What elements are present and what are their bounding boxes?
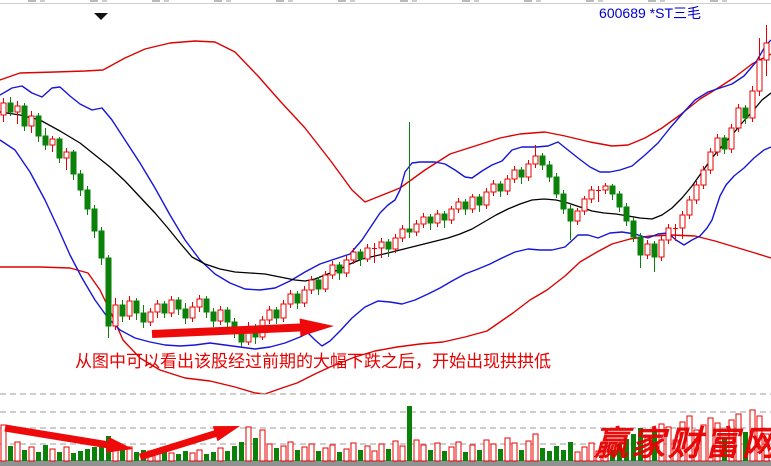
annotation-text: 从图中可以看出该股经过前期的大幅下跌之后，开始出现拱拱低: [75, 352, 551, 371]
trend-arrows: [4, 318, 334, 461]
toolbar-tick-marks: [28, 0, 727, 2]
toolbar-bottom-edge: [0, 3, 771, 4]
watermark-text: 赢家财富网: [594, 425, 771, 463]
dropdown-arrow-icon[interactable]: [94, 13, 108, 20]
candles-layer: [0, 25, 770, 347]
stock-title: 600689 *ST三毛: [599, 5, 701, 21]
bollinger-band-lines: [0, 39, 771, 395]
bottom-scrollbar-strip[interactable]: [0, 460, 771, 466]
